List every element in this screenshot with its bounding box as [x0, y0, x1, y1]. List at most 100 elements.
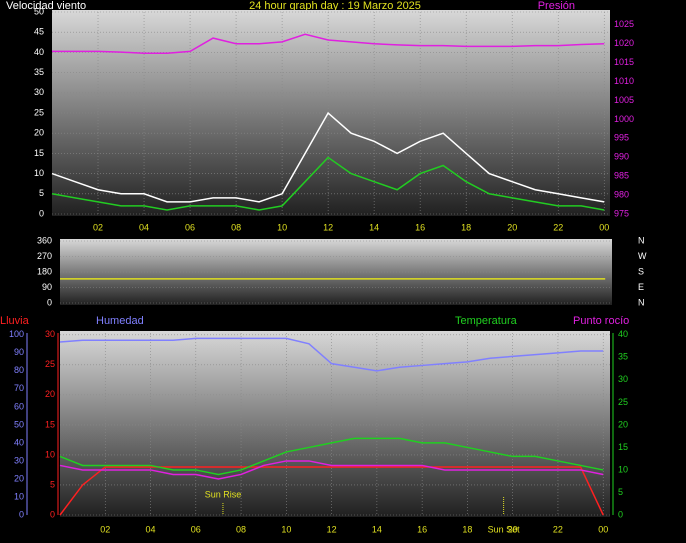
- y-tick-label: 270: [37, 251, 52, 261]
- y3-tick-label: 100: [9, 329, 24, 339]
- y3-tick-label: 10: [14, 491, 24, 501]
- legend-label: Humedad: [96, 315, 144, 327]
- y-tick-label: 30: [45, 329, 55, 339]
- y3-tick-label: 90: [14, 347, 24, 357]
- y2-tick-label: E: [638, 282, 644, 292]
- y-tick-label: 10: [34, 168, 44, 178]
- y-tick-label: 25: [34, 107, 44, 117]
- plot-background: [60, 331, 610, 517]
- y-tick-label: 180: [37, 266, 52, 276]
- y-tick-label: 45: [34, 27, 44, 37]
- y2-tick-label: 15: [618, 442, 628, 452]
- y-tick-label: 15: [45, 419, 55, 429]
- y2-tick-label: 975: [614, 208, 629, 218]
- y-tick-label: 0: [47, 297, 52, 307]
- x-tick-label: 10: [281, 524, 291, 534]
- annotation-text: Sun Rise: [205, 489, 242, 499]
- y2-tick-label: 1010: [614, 76, 634, 86]
- y-tick-label: 0: [50, 509, 55, 519]
- y2-tick-label: 0: [618, 509, 623, 519]
- y-tick-label: 40: [34, 47, 44, 57]
- x-tick-label: 08: [236, 524, 246, 534]
- x-tick-label: 12: [327, 524, 337, 534]
- x-tick-label: 12: [323, 222, 333, 232]
- y2-tick-label: 40: [618, 329, 628, 339]
- y-tick-label: 10: [45, 449, 55, 459]
- y2-tick-label: 5: [618, 487, 623, 497]
- y2-tick-label: W: [638, 251, 647, 261]
- y-tick-label: 360: [37, 235, 52, 245]
- x-tick-label: 16: [417, 524, 427, 534]
- series-line: [51, 156, 605, 211]
- x-tick-label: 00: [599, 222, 609, 232]
- y-tick-label: 20: [45, 389, 55, 399]
- y2-tick-label: S: [638, 266, 644, 276]
- x-tick-label: 20: [508, 524, 518, 534]
- series-line: [59, 466, 604, 516]
- x-tick-label: 10: [277, 222, 287, 232]
- x-tick-label: 04: [139, 222, 149, 232]
- y-tick-label: 5: [39, 188, 44, 198]
- chart-title: 24 hour graph day : 19 Marzo 2025: [249, 0, 421, 12]
- series-line: [52, 33, 605, 54]
- y2-tick-label: 1005: [614, 95, 634, 105]
- y2-tick-label: 35: [618, 352, 628, 362]
- x-tick-label: 14: [372, 524, 382, 534]
- x-tick-label: 02: [93, 222, 103, 232]
- y3-tick-label: 50: [14, 419, 24, 429]
- y2-tick-label: 980: [614, 189, 629, 199]
- y-tick-label: 5: [50, 479, 55, 489]
- x-tick-label: 18: [462, 524, 472, 534]
- y3-tick-label: 20: [14, 473, 24, 483]
- annotation-text: Sun Set: [488, 524, 521, 534]
- y2-tick-label: N: [638, 235, 645, 245]
- y3-tick-label: 0: [19, 509, 24, 519]
- x-tick-label: 04: [146, 524, 156, 534]
- y3-tick-label: 40: [14, 437, 24, 447]
- y-tick-label: 50: [34, 6, 44, 16]
- y2-tick-label: 1025: [614, 19, 634, 29]
- y2-tick-label: N: [638, 297, 645, 307]
- y2-axis-label: Presión: [538, 0, 575, 12]
- series-line: [59, 460, 604, 480]
- x-tick-label: 14: [369, 222, 379, 232]
- x-tick-label: 22: [553, 222, 563, 232]
- y-tick-label: 15: [34, 148, 44, 158]
- series-line: [51, 111, 605, 203]
- y2-tick-label: 25: [618, 397, 628, 407]
- legend-label: Temperatura: [455, 315, 518, 327]
- y3-tick-label: 60: [14, 401, 24, 411]
- y2-tick-label: 1015: [614, 57, 634, 67]
- x-tick-label: 20: [507, 222, 517, 232]
- x-tick-label: 06: [191, 524, 201, 534]
- y2-tick-label: 995: [614, 133, 629, 143]
- y2-tick-label: 10: [618, 464, 628, 474]
- x-tick-label: 02: [100, 524, 110, 534]
- y3-tick-label: 70: [14, 383, 24, 393]
- y-tick-label: 0: [39, 208, 44, 218]
- y2-tick-label: 1000: [614, 114, 634, 124]
- y2-tick-label: 985: [614, 171, 629, 181]
- series-line: [59, 337, 604, 372]
- x-tick-label: 18: [461, 222, 471, 232]
- x-tick-label: 06: [185, 222, 195, 232]
- y2-tick-label: 30: [618, 374, 628, 384]
- y-tick-label: 30: [34, 87, 44, 97]
- y3-tick-label: 30: [14, 455, 24, 465]
- y2-tick-label: 20: [618, 419, 628, 429]
- legend-label: Punto rocío: [573, 315, 629, 327]
- y-tick-label: 35: [34, 67, 44, 77]
- x-tick-label: 08: [231, 222, 241, 232]
- y3-tick-label: 80: [14, 365, 24, 375]
- y2-tick-label: 990: [614, 152, 629, 162]
- series-line: [59, 437, 604, 476]
- y-tick-label: 20: [34, 128, 44, 138]
- y-axis-label: Velocidad viento: [6, 0, 86, 12]
- y2-tick-label: 1020: [614, 38, 634, 48]
- x-tick-label: 00: [598, 524, 608, 534]
- y-tick-label: 25: [45, 359, 55, 369]
- x-tick-label: 22: [553, 524, 563, 534]
- y-tick-label: 90: [42, 282, 52, 292]
- x-tick-label: 16: [415, 222, 425, 232]
